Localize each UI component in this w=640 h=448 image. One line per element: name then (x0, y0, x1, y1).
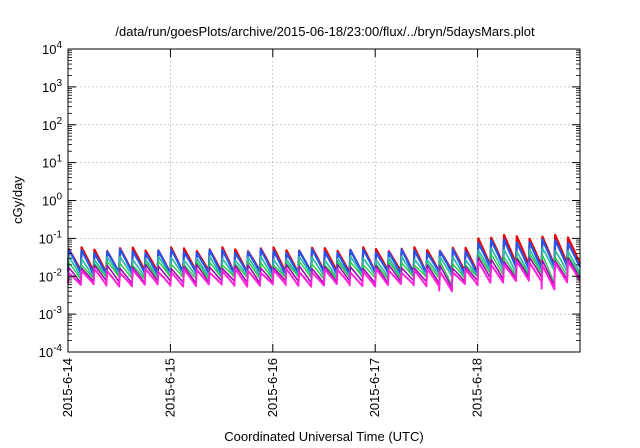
x-tick-label: 2015-6-15 (162, 358, 177, 417)
y-tick-label: 102 (42, 116, 62, 133)
y-axis-title: cGy/day (10, 176, 25, 224)
y-tick-label: 10-4 (39, 343, 63, 360)
y-tick-exponent: 0 (56, 192, 62, 203)
y-tick-label: 104 (42, 40, 62, 57)
x-tick-label: 2015-6-14 (60, 358, 75, 417)
x-tick-labels: 2015-6-14 2015-6-15 2015-6-16 2015-6-17 2015… (60, 358, 485, 417)
series-line (67, 260, 581, 293)
y-tick-exponent: 3 (56, 78, 62, 89)
y-tick-label: 10-2 (39, 267, 63, 284)
y-tick-exponent: -3 (53, 305, 62, 316)
y-tick-label: 10-1 (39, 229, 63, 246)
y-tick-exponent: -1 (53, 229, 62, 240)
grid-lines (68, 49, 580, 352)
y-tick-exponent: 1 (56, 154, 62, 165)
chart-title: /data/run/goesPlots/archive/2015-06-18/2… (115, 24, 535, 39)
y-tick-label: 101 (42, 154, 62, 171)
y-tick-exponent: -2 (53, 267, 62, 278)
y-tick-exponent: 2 (56, 116, 62, 127)
series-group (66, 233, 582, 293)
ticks (67, 48, 580, 353)
y-tick-exponent: 4 (56, 40, 62, 51)
y-tick-exponent: -4 (53, 343, 62, 354)
y-tick-label: 103 (42, 78, 62, 95)
x-tick-label: 2015-6-16 (265, 358, 280, 417)
x-tick-label: 2015-6-18 (470, 358, 485, 417)
y-tick-label: 100 (42, 192, 62, 209)
y-tick-label: 10-3 (39, 305, 63, 322)
x-axis-title: Coordinated Universal Time (UTC) (224, 429, 423, 444)
x-tick-label: 2015-6-17 (367, 358, 382, 417)
